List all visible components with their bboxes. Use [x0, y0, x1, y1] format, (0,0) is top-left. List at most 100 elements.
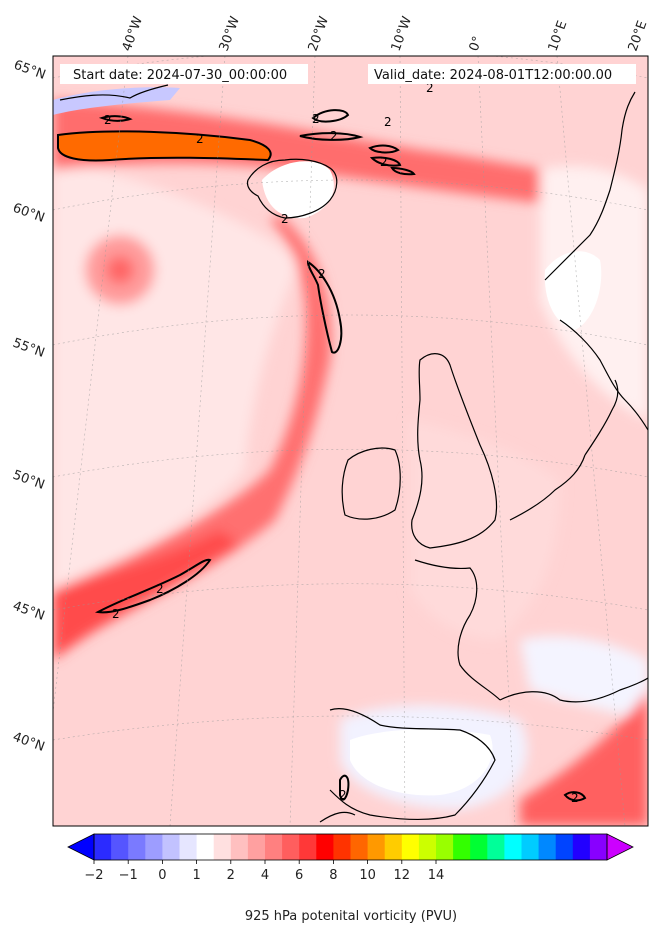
longitude-label: 30°W: [217, 14, 243, 53]
denmark-coast: [584, 379, 619, 456]
colorbar-ticks: −2 −1 0 1 2 4 6 8 10 12 14: [84, 860, 444, 883]
colorbar-label: 925 hPa potenital vorticity (PVU): [245, 909, 457, 924]
scandinavia-low-pv-area: [544, 251, 602, 330]
longitude-label: 20°W: [306, 14, 332, 53]
contour-label: 2: [339, 788, 347, 802]
iberia-coast: [329, 708, 496, 821]
colorbar: −2 −1 0 1 2 4 6 8 10 12 14 925 hPa potenital vorti…: [67, 833, 634, 924]
colorbar-cell: [111, 834, 129, 860]
colorbar-cell: [521, 834, 540, 860]
colorbar-tick-label: 6: [295, 868, 303, 883]
colorbar-tick-label: 8: [329, 868, 337, 883]
colorbar-cell: [247, 834, 266, 860]
greenland-high-pv-streak: [58, 131, 271, 161]
iceland-coast: [246, 158, 338, 219]
greenland-coast: [59, 84, 169, 101]
colorbar-cell: [504, 834, 522, 860]
colorbar-cell: [213, 834, 232, 860]
sweden-coast: [559, 319, 648, 431]
colorbar-tick-label: −2: [84, 868, 103, 883]
contour-label: 2: [330, 129, 338, 143]
latitude-labels: 65°N 60°N 55°N 50°N 45°N 40°N: [11, 58, 48, 755]
colorbar-tick-label: 1: [192, 868, 200, 883]
north-africa-coast: [319, 811, 356, 823]
colorbar-cell: [436, 834, 454, 860]
colorbar-cell: [299, 834, 317, 860]
colorbar-cell: [350, 834, 369, 860]
greenland-blue-patch: [53, 87, 180, 115]
pv-2-contour-labels: 2 2 2 2 2 2 2 2 2 2 2 2 2: [104, 81, 579, 805]
colorbar-cell: [265, 834, 283, 860]
valid-date-label: Valid_date: 2024-08-01T12:00:00.00: [374, 68, 612, 83]
contour-label: 2: [384, 115, 392, 129]
colorbar-cell: [589, 834, 608, 860]
mediterranean-coast: [499, 677, 648, 703]
longitude-label: 10°W: [389, 14, 415, 53]
colorbar-max-arrow: [606, 833, 634, 861]
contour-label: 2: [196, 132, 204, 146]
colorbar-tick-label: −1: [119, 868, 138, 883]
contour-label: 2: [426, 81, 434, 95]
colorbar-cell: [384, 834, 403, 860]
colorbar-tick-label: 12: [394, 868, 411, 883]
colorbar-cell: [162, 834, 180, 860]
contour-label: 2: [571, 791, 579, 805]
colorbar-cell: [367, 834, 386, 860]
longitude-label: 0°: [467, 34, 486, 53]
colorbar-cell: [572, 834, 591, 860]
colorbar-cell: [316, 834, 334, 860]
contour-label: 2: [156, 582, 164, 596]
colorbar-cell: [230, 834, 249, 860]
colorbar-cell: [333, 834, 351, 860]
map-header: Start date: 2024-07-30_00:00:00 Valid_da…: [60, 64, 636, 84]
colorbar-min-arrow: [67, 833, 95, 861]
coastlines: [59, 84, 648, 823]
continent-north-sea-coast: [509, 454, 586, 521]
colorbar-cell: [179, 834, 198, 860]
colorbar-cell: [555, 834, 574, 860]
colorbar-frame: [93, 833, 608, 861]
colorbar-tick-label: 14: [428, 868, 445, 883]
colorbar-cell: [418, 834, 437, 860]
graticule: [53, 56, 648, 826]
colorbar-cells: [94, 834, 608, 860]
longitude-label: 40°W: [120, 14, 146, 53]
latitude-label: 50°N: [11, 468, 47, 493]
start-date-label: Start date: 2024-07-30_00:00:00: [73, 68, 287, 83]
map-frame: [52, 55, 649, 827]
longitude-label: 20°E: [626, 19, 651, 54]
colorbar-cell: [282, 834, 300, 860]
colorbar-tick-label: 4: [261, 868, 269, 883]
iberia-low-pv-area: [350, 729, 493, 796]
contour-label: 2: [104, 113, 112, 127]
contour-label: 2: [281, 212, 289, 226]
colorbar-cell: [538, 834, 557, 860]
norway-coast: [544, 91, 636, 281]
colorbar-tick-label: 2: [227, 868, 235, 883]
latitude-label: 60°N: [11, 201, 47, 226]
pv-2-contours: [94, 109, 587, 802]
colorbar-tick-label: 0: [158, 868, 166, 883]
colorbar-cell: [470, 834, 488, 860]
latitude-label: 65°N: [12, 58, 48, 83]
colorbar-cell: [128, 834, 146, 860]
contour-label: 2: [312, 112, 320, 126]
colorbar-cell: [94, 834, 112, 860]
colorbar-cell: [401, 834, 420, 860]
latitude-label: 45°N: [11, 599, 47, 624]
great-britain-coast: [411, 353, 498, 549]
latitude-label: 55°N: [11, 336, 47, 361]
ireland-coast: [341, 447, 401, 520]
latitude-label: 40°N: [11, 730, 47, 755]
colorbar-cell: [145, 834, 163, 860]
contour-label: 2: [318, 267, 326, 281]
iceland-low-pv-area: [262, 161, 334, 219]
longitude-labels: 40°W 30°W 20°W 10°W 0° 10°E 20°E: [120, 14, 651, 53]
map-panel: 2 2 2 2 2 2 2 2 2 2 2 2 2: [53, 56, 648, 826]
longitude-label: 10°E: [546, 19, 571, 54]
colorbar-cell: [487, 834, 505, 860]
colorbar-cell: [453, 834, 471, 860]
colorbar-tick-label: 10: [359, 868, 376, 883]
contour-label: 2: [112, 607, 120, 621]
